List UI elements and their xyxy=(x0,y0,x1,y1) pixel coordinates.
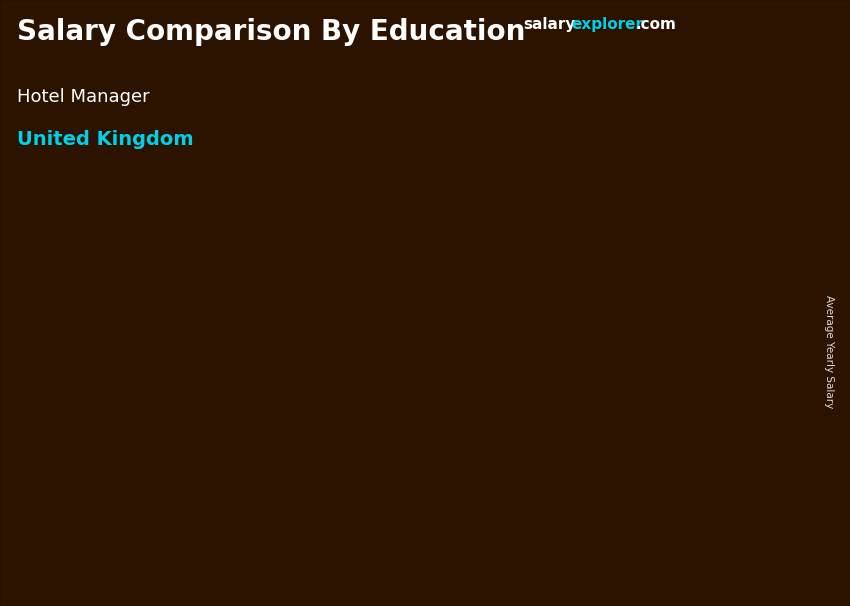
Bar xyxy=(112,396,187,515)
Bar xyxy=(0,148,850,532)
Bar xyxy=(112,396,120,515)
Bar xyxy=(112,396,187,399)
Text: Average Yearly Salary: Average Yearly Salary xyxy=(824,295,834,408)
Text: Hotel Manager: Hotel Manager xyxy=(17,88,150,106)
Text: salary: salary xyxy=(523,17,575,32)
Bar xyxy=(646,248,721,515)
Text: 184,000 GBP: 184,000 GBP xyxy=(636,231,731,244)
Bar xyxy=(290,375,365,515)
Bar xyxy=(290,375,365,381)
Text: Salary Comparison By Education: Salary Comparison By Education xyxy=(17,18,525,46)
Bar xyxy=(468,312,475,515)
Text: explorer: explorer xyxy=(571,17,643,32)
Bar xyxy=(646,248,721,255)
Bar xyxy=(358,375,365,515)
Text: +31%: +31% xyxy=(561,166,628,186)
Text: United Kingdom: United Kingdom xyxy=(17,130,194,149)
Bar xyxy=(112,396,187,401)
Bar xyxy=(468,312,543,318)
Bar xyxy=(646,248,654,515)
Text: 82,200 GBP: 82,200 GBP xyxy=(106,379,193,391)
Text: 140,000 GBP: 140,000 GBP xyxy=(457,295,553,308)
Text: 96,700 GBP: 96,700 GBP xyxy=(284,358,371,371)
Bar xyxy=(468,312,543,515)
Text: .com: .com xyxy=(636,17,677,32)
Text: +18%: +18% xyxy=(205,298,272,318)
Bar xyxy=(536,312,543,515)
Bar xyxy=(179,396,187,515)
Bar xyxy=(290,375,365,379)
Bar xyxy=(713,248,721,515)
Bar xyxy=(290,375,298,515)
Bar xyxy=(468,312,543,321)
Text: +45%: +45% xyxy=(382,212,450,232)
Bar xyxy=(646,248,721,259)
